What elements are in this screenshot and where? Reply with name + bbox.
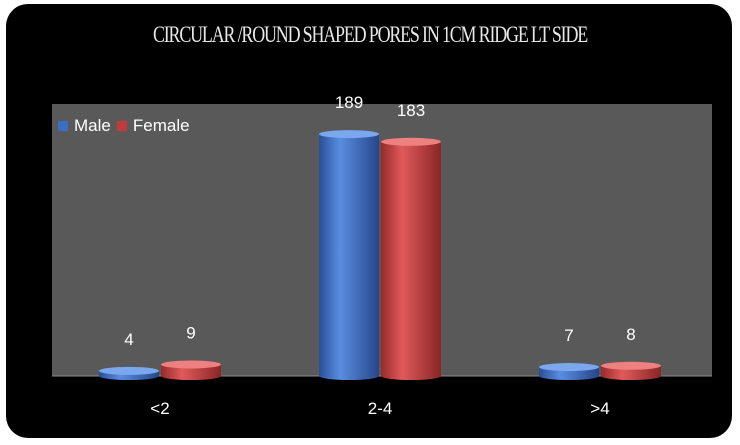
bar-base-male-1 [319, 372, 379, 380]
legend: Male Female [58, 116, 196, 136]
data-label-male-1: 189 [335, 93, 363, 112]
bar-cap-male-0 [99, 366, 159, 375]
x-tick-label-1: 2-4 [368, 399, 393, 418]
bar-cap-female-1 [381, 137, 441, 146]
bar-cap-female-2 [601, 361, 661, 370]
data-label-female-0: 9 [186, 323, 195, 342]
bar-base-female-1 [381, 372, 441, 380]
legend-swatch-male [58, 121, 68, 131]
x-tick-label-2: >4 [590, 399, 609, 418]
bar-cap-male-1 [319, 130, 379, 139]
data-label-male-2: 7 [564, 326, 573, 345]
bar-female-1 [381, 141, 441, 376]
legend-label-female: Female [132, 116, 190, 135]
bar-male-1 [319, 134, 379, 376]
legend-label-male: Male [74, 116, 111, 135]
bar-base-male-2 [539, 372, 599, 380]
chart-title: CIRCULAR /ROUND SHAPED PORES IN 1CM RIDG… [152, 22, 588, 47]
bar-cap-female-0 [161, 360, 221, 369]
legend-item-male: Male [58, 116, 111, 136]
legend-item-female: Female [116, 116, 190, 136]
bar-male-2 [539, 367, 599, 376]
bar-cap-male-2 [539, 363, 599, 372]
bar-base-female-2 [601, 372, 661, 380]
bar-base-female-0 [161, 372, 221, 380]
x-tick-label-0: <2 [150, 399, 169, 418]
data-label-male-0: 4 [124, 330, 133, 349]
legend-swatch-female [116, 121, 127, 131]
bar-female-0 [161, 364, 221, 376]
bar-female-2 [601, 365, 661, 376]
data-label-female-2: 8 [626, 325, 635, 344]
data-label-female-1: 183 [397, 101, 425, 120]
